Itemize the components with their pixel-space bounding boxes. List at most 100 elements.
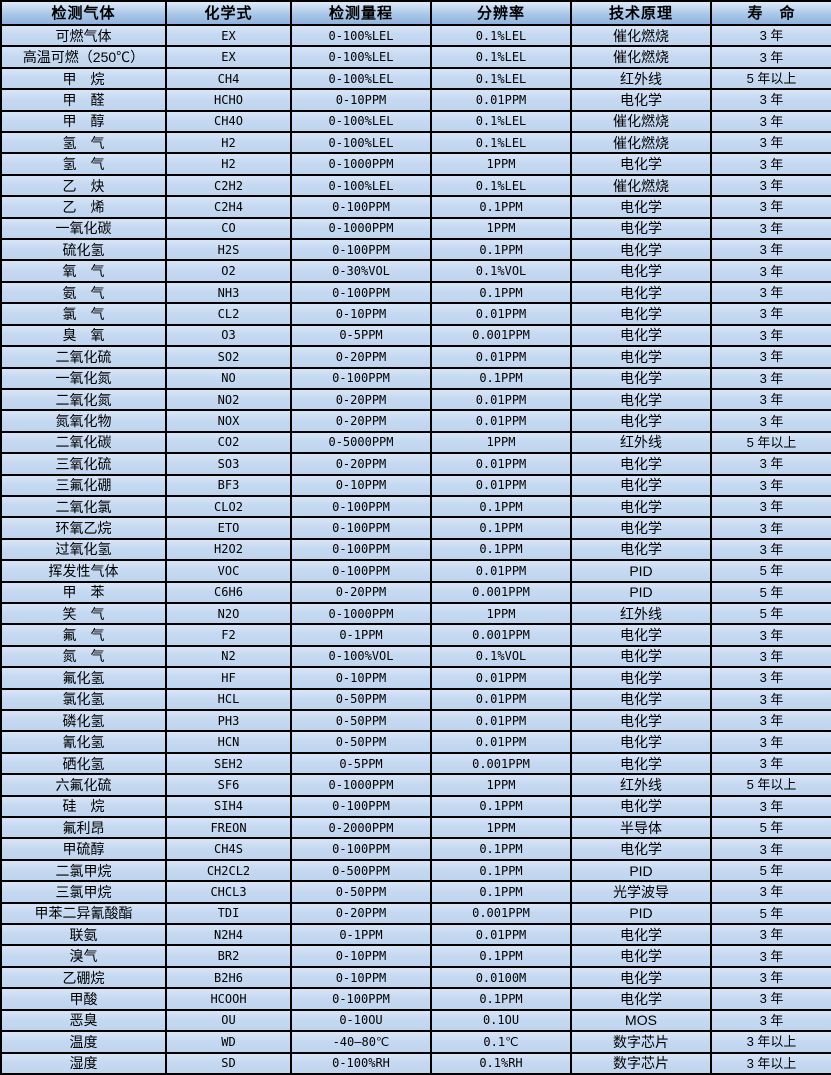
chemical-formula-cell: NH3 bbox=[165, 280, 292, 305]
chemical-formula-cell: O3 bbox=[165, 323, 292, 348]
technology-cell: 电化学 bbox=[570, 516, 712, 540]
chemical-formula-cell: OU bbox=[165, 1008, 292, 1033]
technology-cell: 电化学 bbox=[570, 366, 712, 390]
header-row: 检测气体 化学式 检测量程 分辨率 技术原理寿 命 bbox=[0, 0, 831, 26]
resolution-cell: 0.1PPM bbox=[430, 366, 572, 390]
gas-name-cell: 可燃气体 bbox=[0, 23, 167, 48]
technology-cell: 电化学 bbox=[570, 302, 712, 326]
gas-name-cell: 氟利昂 bbox=[0, 816, 167, 840]
gas-name-cell: 氰化氢 bbox=[0, 730, 167, 754]
chemical-formula-cell: HF bbox=[165, 666, 292, 690]
lifespan-cell: 3 年 bbox=[710, 409, 831, 433]
resolution-cell: 0.1PPM bbox=[430, 987, 572, 1011]
gas-name-cell: 甲 醛 bbox=[0, 88, 167, 112]
table-row: 氯 气 CL2 0-10PPM 0.01PPM 电化学 3 年 bbox=[0, 302, 831, 326]
chemical-formula-cell: SO2 bbox=[165, 345, 292, 369]
chemical-formula-cell: TDI bbox=[165, 901, 292, 926]
technology-cell: 红外线 bbox=[570, 773, 712, 797]
resolution-cell: 0.1PPM bbox=[430, 494, 572, 519]
detection-range-cell: 0-10PPM bbox=[290, 944, 432, 968]
resolution-cell: 0.1℃ bbox=[430, 1030, 572, 1054]
lifespan-cell: 3 年 bbox=[710, 944, 831, 968]
resolution-cell: 1PPM bbox=[430, 216, 572, 241]
gas-name-cell: 一氧化氮 bbox=[0, 366, 167, 390]
chemical-formula-cell: EX bbox=[165, 23, 292, 48]
technology-cell: PID bbox=[570, 901, 712, 926]
chemical-formula-cell: O2 bbox=[165, 259, 292, 283]
gas-name-cell: 联氨 bbox=[0, 923, 167, 947]
technology-cell: 红外线 bbox=[570, 66, 712, 91]
detection-range-cell: 0-100%VOL bbox=[290, 644, 432, 669]
detection-range-cell: 0-100PPM bbox=[290, 366, 432, 390]
gas-name-cell: 甲苯二异氰酸酯 bbox=[0, 901, 167, 926]
technology-cell: 电化学 bbox=[570, 794, 712, 819]
detection-range-cell: 0-100PPM bbox=[290, 280, 432, 305]
detection-range-cell: 0-1PPM bbox=[290, 623, 432, 647]
table-row: 氰化氢 HCN 0-50PPM 0.01PPM 电化学 3 年 bbox=[0, 730, 831, 754]
gas-name-cell: 挥发性气体 bbox=[0, 559, 167, 583]
gas-name-cell: 三氯甲烷 bbox=[0, 880, 167, 904]
lifespan-cell: 3 年 bbox=[710, 965, 831, 990]
gas-name-cell: 一氧化碳 bbox=[0, 216, 167, 241]
detection-range-cell: 0-10PPM bbox=[290, 473, 432, 497]
resolution-cell: 0.1PPM bbox=[430, 794, 572, 819]
resolution-cell: 1PPM bbox=[430, 773, 572, 797]
chemical-formula-cell: SEH2 bbox=[165, 751, 292, 776]
detection-range-cell: 0-2000PPM bbox=[290, 816, 432, 840]
lifespan-cell: 5 年 bbox=[710, 559, 831, 583]
lifespan-cell: 3 年 bbox=[710, 195, 831, 219]
gas-name-cell: 氢 气 bbox=[0, 152, 167, 176]
resolution-cell: 0.1PPM bbox=[430, 195, 572, 219]
chemical-formula-cell: BR2 bbox=[165, 944, 292, 968]
detection-range-cell: 0-20PPM bbox=[290, 387, 432, 412]
lifespan-cell: 3 年 bbox=[710, 516, 831, 540]
detection-range-cell: 0-1PPM bbox=[290, 923, 432, 947]
table-row: 乙硼烷 B2H6 0-10PPM 0.0100M 电化学 3 年 bbox=[0, 965, 831, 990]
chemical-formula-cell: N2 bbox=[165, 644, 292, 669]
detection-range-cell: 0-20PPM bbox=[290, 901, 432, 926]
resolution-cell: 0.001PPM bbox=[430, 623, 572, 647]
detection-range-cell: 0-100PPM bbox=[290, 537, 432, 562]
chemical-formula-cell: SF6 bbox=[165, 773, 292, 797]
table-row: 笑 气 N2O 0-1000PPM 1PPM 红外线 5 年 bbox=[0, 601, 831, 626]
column-header-resolution: 分辨率 bbox=[430, 0, 572, 26]
detection-range-cell: 0-5PPM bbox=[290, 323, 432, 348]
chemical-formula-cell: HCHO bbox=[165, 88, 292, 112]
lifespan-cell: 5 年 bbox=[710, 816, 831, 840]
resolution-cell: 0.001PPM bbox=[430, 580, 572, 604]
technology-cell: 数字芯片 bbox=[570, 1030, 712, 1054]
detection-range-cell: 0-20PPM bbox=[290, 580, 432, 604]
resolution-cell: 0.01PPM bbox=[430, 687, 572, 712]
chemical-formula-cell: H2 bbox=[165, 131, 292, 155]
lifespan-cell: 3 年 bbox=[710, 730, 831, 754]
table-row: 联氨 N2H4 0-1PPM 0.01PPM 电化学 3 年 bbox=[0, 923, 831, 947]
table-row: 二氧化碳 CO2 0-5000PPM 1PPM 红外线 5 年以上 bbox=[0, 430, 831, 455]
chemical-formula-cell: F2 bbox=[165, 623, 292, 647]
table-row: 二氯甲烷 CH2CL2 0-500PPM 0.1PPM PID 5 年 bbox=[0, 858, 831, 883]
detection-range-cell: 0-5PPM bbox=[290, 751, 432, 776]
resolution-cell: 0.01PPM bbox=[430, 409, 572, 433]
lifespan-cell: 5 年 bbox=[710, 601, 831, 626]
technology-cell: 电化学 bbox=[570, 409, 712, 433]
resolution-cell: 0.01PPM bbox=[430, 708, 572, 733]
chemical-formula-cell: NOX bbox=[165, 409, 292, 433]
column-header-lifespan: 寿 命 bbox=[710, 0, 831, 26]
technology-cell: 电化学 bbox=[570, 280, 712, 305]
technology-cell: 红外线 bbox=[570, 601, 712, 626]
gas-name-cell: 氨 气 bbox=[0, 280, 167, 305]
resolution-cell: 0.01PPM bbox=[430, 345, 572, 369]
resolution-cell: 0.1%LEL bbox=[430, 131, 572, 155]
lifespan-cell: 3 年 bbox=[710, 623, 831, 647]
table-row: 六氟化硫 SF6 0-1000PPM 1PPM 红外线 5 年以上 bbox=[0, 773, 831, 797]
technology-cell: 数字芯片 bbox=[570, 1051, 712, 1075]
chemical-formula-cell: PH3 bbox=[165, 708, 292, 733]
chemical-formula-cell: CL2 bbox=[165, 302, 292, 326]
detection-range-cell: 0-50PPM bbox=[290, 730, 432, 754]
chemical-formula-cell: CHCL3 bbox=[165, 880, 292, 904]
technology-cell: PID bbox=[570, 858, 712, 883]
table-row: 臭 氧 O3 0-5PPM 0.001PPM 电化学 3 年 bbox=[0, 323, 831, 348]
chemical-formula-cell: CH4 bbox=[165, 66, 292, 91]
chemical-formula-cell: C2H4 bbox=[165, 195, 292, 219]
table-row: 甲酸 HCOOH 0-100PPM 0.1PPM 电化学 3 年 bbox=[0, 987, 831, 1011]
